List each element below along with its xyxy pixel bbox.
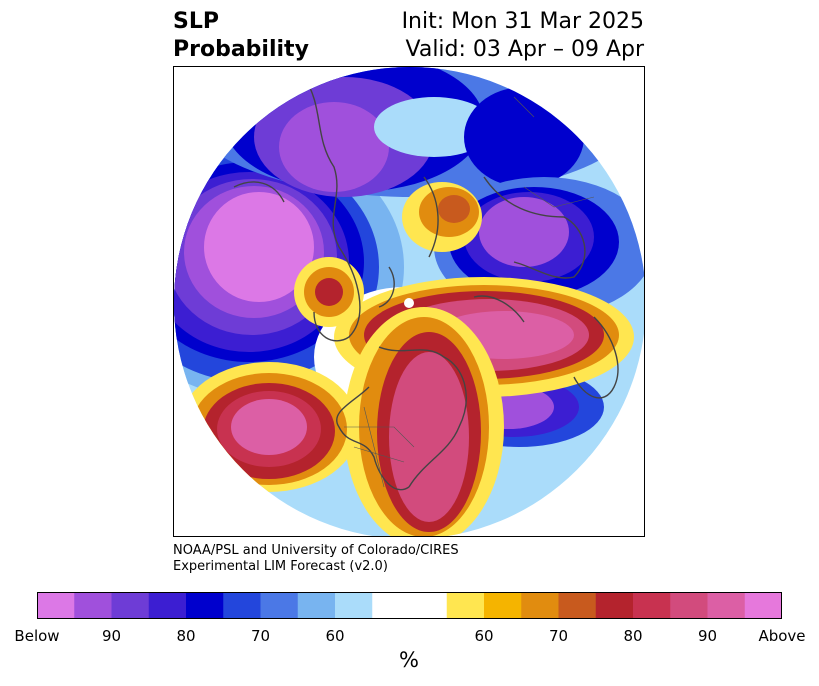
colorbar-tick-label: Below — [14, 627, 60, 645]
colorbar-segment — [595, 592, 634, 619]
title-line-1: SLP — [173, 9, 219, 34]
colorbar-segment — [37, 592, 75, 619]
colorbar-tick-label: 90 — [697, 627, 718, 645]
colorbar-segment — [670, 592, 708, 619]
title-line-2: Probability — [173, 37, 309, 62]
colorbar-tick-label: 70 — [548, 627, 569, 645]
colorbar-segment — [744, 592, 782, 619]
forecast-dates: Init: Mon 31 Mar 2025 Valid: 03 Apr – 09… — [402, 8, 644, 64]
polar-map — [174, 67, 644, 536]
colorbar-unit: % — [399, 648, 419, 672]
positive-anomaly-pacific — [179, 362, 359, 492]
map-title: SLP Probability — [173, 8, 309, 64]
init-date: Init: Mon 31 Mar 2025 — [401, 9, 644, 34]
colorbar-segment — [372, 592, 410, 619]
colorbar-segment — [223, 592, 261, 619]
credit-line-1: NOAA/PSL and University of Colorado/CIRE… — [173, 543, 459, 558]
colorbar-tick-label: 80 — [623, 627, 643, 645]
colorbar-tick-label: 80 — [176, 627, 196, 645]
colorbar-segment — [74, 592, 112, 619]
colorbar-segment — [633, 592, 671, 619]
colorbar-segment — [111, 592, 150, 619]
credit-line-2: Experimental LIM Forecast (v2.0) — [173, 559, 388, 574]
colorbar-segment — [186, 592, 224, 619]
colorbar-segment — [521, 592, 559, 619]
colorbar — [37, 592, 782, 619]
colorbar-tick-label: 60 — [474, 627, 494, 645]
coastlines — [233, 76, 619, 491]
map-panel — [173, 66, 645, 537]
colorbar-segment — [297, 592, 336, 619]
positive-anomaly-greenland — [402, 182, 482, 252]
colorbar-tick-label: Above — [758, 627, 806, 645]
colorbar-segment — [260, 592, 299, 619]
colorbar-segment — [335, 592, 373, 619]
colorbar-segment — [148, 592, 187, 619]
colorbar-segment — [707, 592, 746, 619]
colorbar-segment — [409, 592, 448, 619]
positive-anomaly-siberia — [294, 257, 364, 327]
colorbar-segment — [484, 592, 522, 619]
valid-range: Valid: 03 Apr – 09 Apr — [405, 37, 645, 62]
colorbar-border — [37, 592, 782, 619]
colorbar-segment — [558, 592, 597, 619]
colorbar-tick-label: 70 — [250, 627, 271, 645]
colorbar-tick-label: 60 — [325, 627, 345, 645]
colorbar-segment — [446, 592, 485, 619]
probability-field — [174, 67, 644, 536]
pole-marker — [404, 298, 414, 308]
colorbar-tick-label: 90 — [101, 627, 122, 645]
credit-text: NOAA/PSL and University of Colorado/CIRE… — [173, 543, 459, 575]
